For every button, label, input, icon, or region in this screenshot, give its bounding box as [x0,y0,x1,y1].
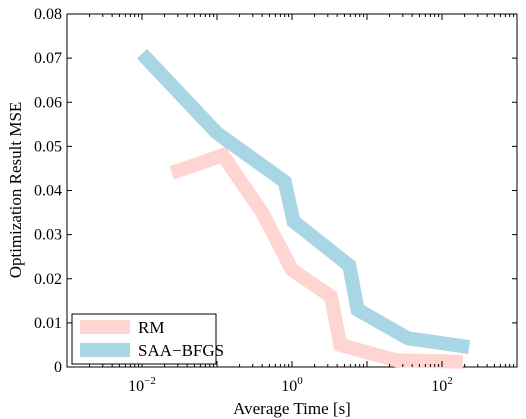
axes-layer: 0 0.01 0.02 0.03 0.04 0.05 0.06 0.07 0.08 10−2 100… [34,6,518,395]
y-tick-label: 0.05 [34,138,62,155]
y-tick-label: 0 [54,359,62,376]
y-tick-label: 0.04 [34,183,62,200]
y-tick-label: 0.07 [34,50,62,67]
x-tick-label: 100 [281,375,303,395]
series-layer [136,48,471,369]
y-tick-label: 0.03 [34,227,62,244]
legend-label-saa-bfgs: SAA−BFGS [138,341,224,360]
x-tick-label: 10−2 [128,375,156,395]
legend-label-rm: RM [138,318,164,337]
y-tick-label: 0.08 [34,6,62,23]
series-line-saa-bfgs [136,48,471,355]
y-tick-label: 0.01 [34,315,62,332]
y-tick-label: 0.06 [34,94,62,111]
y-axis-label: Optimization Result MSE [6,102,25,279]
legend: RM SAA−BFGS [71,313,224,365]
y-tick-label: 0.02 [34,271,62,288]
series-line-rm [169,146,464,369]
x-tick-label: 102 [431,375,453,395]
x-axis-label: Average Time [s] [233,399,351,418]
